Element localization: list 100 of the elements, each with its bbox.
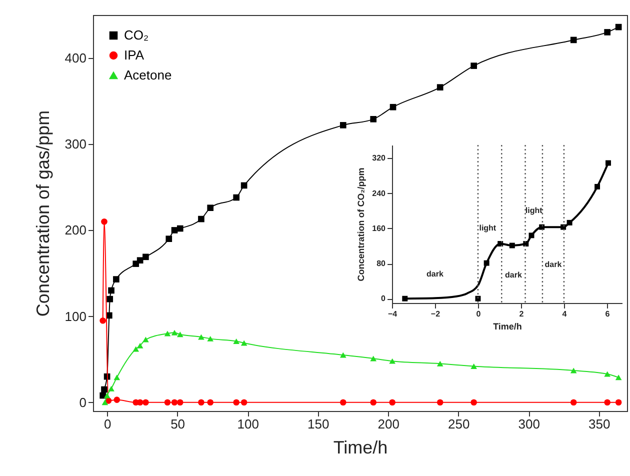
point	[132, 346, 140, 352]
point	[102, 400, 108, 406]
point	[164, 399, 171, 406]
y-axis-title: Concentration of CO₂/ppm	[356, 168, 366, 282]
point	[233, 194, 240, 201]
point	[436, 360, 444, 366]
x-tick-label: 100	[237, 416, 259, 432]
point	[171, 399, 178, 406]
point	[560, 224, 566, 230]
point	[340, 122, 346, 128]
y-tick-label: 80	[376, 259, 386, 268]
point	[142, 336, 149, 342]
point	[176, 332, 184, 338]
point	[604, 371, 610, 377]
point	[198, 399, 204, 406]
point	[615, 399, 622, 406]
point	[389, 399, 396, 406]
y-tick-label: 200	[64, 222, 86, 238]
annotation: dark	[544, 260, 562, 269]
y-tick-label: 160	[372, 224, 386, 233]
annotation: dark	[504, 270, 522, 280]
x-tick-label: 0	[476, 310, 482, 318]
point	[240, 182, 248, 189]
x-tick-label: 150	[307, 416, 330, 432]
x-tick-label: 6	[605, 310, 610, 318]
y-axis-title: Concentration of gas/ppm	[32, 110, 53, 317]
point	[370, 399, 377, 406]
annotation: dark	[426, 269, 444, 278]
point	[340, 352, 346, 358]
point	[114, 396, 120, 403]
point	[615, 374, 622, 380]
point	[470, 399, 477, 406]
point	[509, 242, 515, 248]
point	[402, 296, 408, 302]
point	[207, 399, 214, 406]
point	[594, 184, 600, 190]
point	[166, 236, 172, 242]
point	[389, 358, 396, 364]
y-tick-label: 320	[372, 154, 386, 163]
point	[570, 36, 577, 44]
point	[100, 317, 106, 324]
point	[566, 220, 572, 226]
x-axis-title: Time/h	[333, 438, 388, 458]
point	[108, 287, 114, 294]
point	[570, 368, 577, 374]
point	[498, 241, 504, 246]
point	[470, 363, 477, 369]
point	[108, 386, 114, 392]
x-tick-label: −2	[430, 310, 441, 318]
annotation: light	[479, 223, 496, 232]
point	[136, 342, 144, 348]
point	[436, 84, 444, 90]
x-tick-label: −4	[388, 310, 398, 318]
point	[104, 392, 110, 398]
point	[142, 399, 149, 406]
point	[207, 336, 214, 342]
point	[233, 399, 240, 406]
point	[113, 276, 120, 282]
x-axis-title: Time/h	[493, 322, 522, 332]
point	[233, 338, 240, 344]
y-tick-label: 240	[372, 188, 386, 198]
point	[604, 399, 610, 406]
point	[136, 257, 144, 264]
annotation: light	[525, 206, 543, 215]
point	[240, 340, 248, 346]
point	[176, 399, 184, 406]
point	[390, 104, 396, 110]
point	[164, 330, 171, 336]
x-tick-label: 0	[104, 416, 112, 432]
x-tick-label: 300	[518, 416, 540, 432]
point	[475, 296, 481, 302]
x-tick-label: 2	[519, 310, 524, 318]
point	[101, 386, 108, 393]
point	[370, 116, 377, 122]
point	[114, 374, 120, 380]
point	[539, 224, 545, 230]
point	[604, 29, 610, 36]
point	[340, 399, 346, 406]
y-tick-label: 0	[381, 294, 386, 304]
legend-label: CO₂	[124, 28, 149, 42]
legend-label: Acetone	[124, 68, 172, 82]
point	[171, 330, 178, 336]
point	[370, 356, 377, 362]
x-tick-label: 4	[562, 310, 568, 318]
x-tick-label: 350	[588, 416, 610, 432]
point	[240, 399, 248, 406]
point	[171, 227, 178, 234]
point	[615, 24, 622, 30]
point	[106, 296, 114, 302]
point	[198, 216, 204, 222]
point	[436, 399, 444, 406]
point	[528, 232, 534, 238]
x-tick-label: 50	[170, 416, 186, 432]
point	[606, 160, 611, 166]
point	[142, 254, 149, 260]
point	[198, 334, 204, 340]
point	[470, 62, 477, 69]
y-tick-label: 0	[79, 394, 86, 410]
point	[570, 399, 577, 406]
y-tick-label: 400	[64, 50, 86, 66]
